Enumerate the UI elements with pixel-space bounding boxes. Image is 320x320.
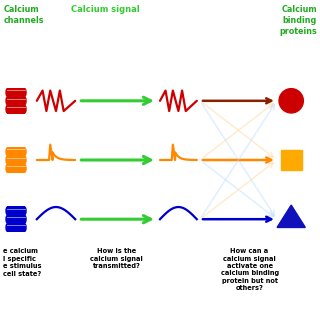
Bar: [7, 147, 25, 156]
Ellipse shape: [5, 96, 9, 105]
Ellipse shape: [23, 96, 27, 105]
Text: How is the
calcium signal
transmitted?: How is the calcium signal transmitted?: [91, 248, 143, 269]
Bar: [7, 96, 25, 105]
Ellipse shape: [5, 215, 9, 224]
Ellipse shape: [23, 206, 27, 215]
Text: How can a
calcium signal
activate one
calcium binding
protein but not
others?: How can a calcium signal activate one ca…: [220, 248, 279, 292]
Ellipse shape: [23, 156, 27, 164]
Ellipse shape: [5, 164, 9, 173]
Ellipse shape: [5, 156, 9, 164]
Ellipse shape: [23, 223, 27, 232]
Bar: [7, 164, 25, 173]
Ellipse shape: [23, 147, 27, 156]
Bar: [7, 206, 25, 215]
Text: Calcium
binding
proteins: Calcium binding proteins: [279, 5, 317, 36]
Ellipse shape: [5, 88, 9, 97]
Bar: [7, 223, 25, 232]
Ellipse shape: [5, 147, 9, 156]
Ellipse shape: [5, 105, 9, 114]
Bar: [281, 149, 302, 170]
Bar: [7, 105, 25, 114]
Ellipse shape: [23, 105, 27, 114]
Ellipse shape: [5, 223, 9, 232]
Text: Calcium signal: Calcium signal: [71, 5, 140, 14]
Ellipse shape: [23, 215, 27, 224]
Bar: [7, 215, 25, 224]
Circle shape: [279, 89, 303, 113]
Bar: [7, 88, 25, 97]
Text: e calcium
l specific
e stimulus
cell state?: e calcium l specific e stimulus cell sta…: [3, 248, 42, 276]
Polygon shape: [277, 205, 305, 228]
Ellipse shape: [5, 206, 9, 215]
Bar: [7, 156, 25, 164]
Ellipse shape: [23, 164, 27, 173]
Ellipse shape: [23, 88, 27, 97]
Text: Calcium
channels: Calcium channels: [3, 5, 44, 25]
